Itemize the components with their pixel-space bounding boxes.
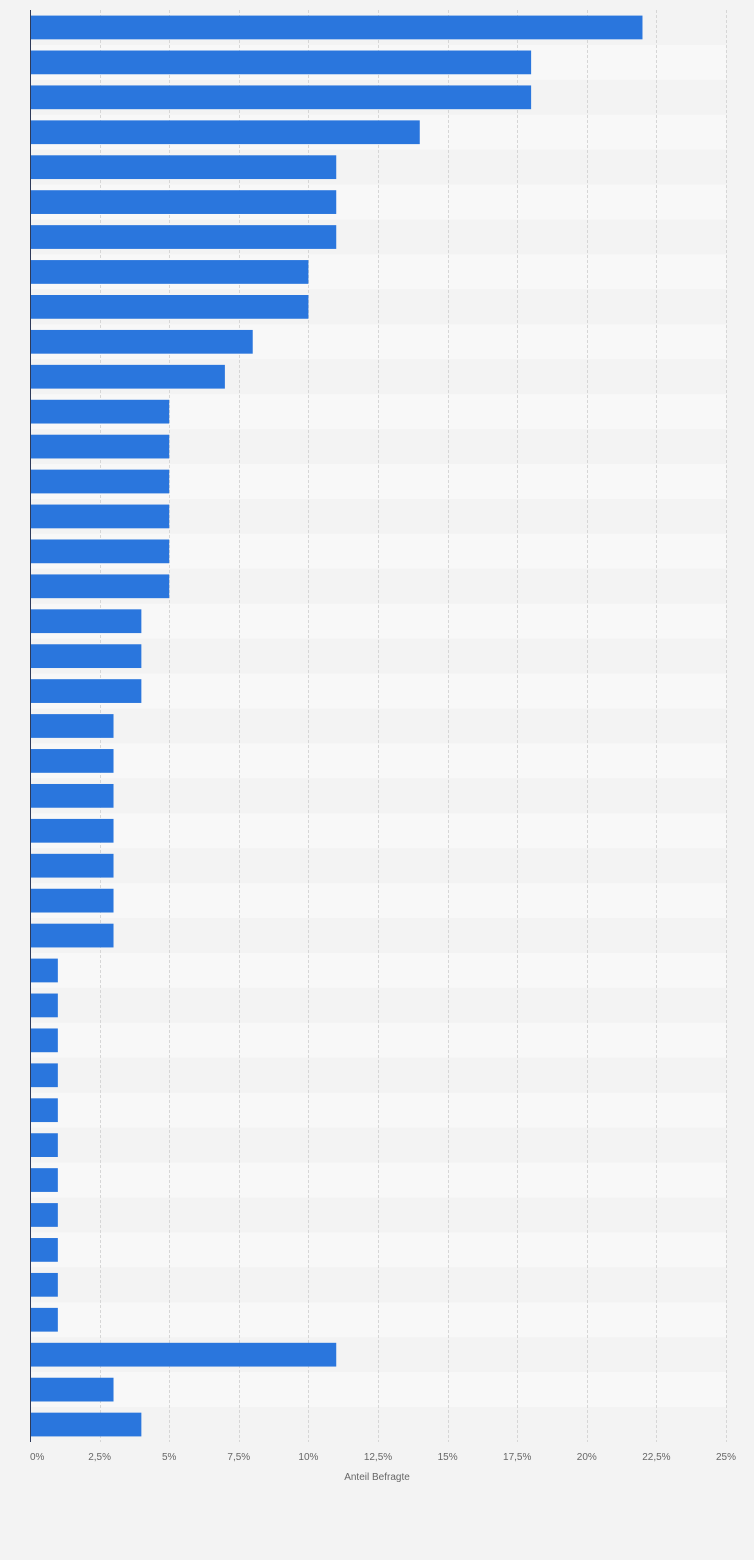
bar (30, 434, 170, 459)
x-tick-label: 25% (716, 1452, 736, 1463)
bar (30, 329, 253, 354)
x-tick-label: 0% (30, 1452, 45, 1463)
bar (30, 50, 532, 75)
bar (30, 853, 114, 878)
x-tick-label: 2,5% (88, 1452, 111, 1463)
bar (30, 225, 337, 249)
bar (30, 818, 114, 843)
bar (30, 958, 58, 983)
bar (30, 1203, 58, 1227)
bar (30, 504, 170, 529)
bar (30, 1272, 58, 1297)
bar (30, 609, 142, 634)
bar (30, 399, 170, 424)
bar (30, 364, 225, 389)
bar (30, 993, 58, 1018)
x-tick-label: 12,5% (364, 1452, 392, 1463)
x-axis-title: Anteil Befragte (344, 1472, 410, 1483)
bar (30, 1307, 58, 1332)
bar (30, 120, 420, 145)
bar (30, 714, 114, 738)
x-tick-label: 10% (298, 1452, 318, 1463)
bar (30, 679, 142, 703)
bar (30, 1238, 58, 1262)
bar (30, 1028, 58, 1053)
bar (30, 1063, 58, 1088)
bar (30, 260, 309, 284)
x-tick-label: 5% (162, 1452, 177, 1463)
x-tick-labels: 0% 2,5% 5% 7,5% 10% 12,5% 15% 17,5% 20% 22,5% 25% (30, 1452, 736, 1463)
bar (30, 15, 643, 40)
x-tick-label: 22,5% (642, 1452, 670, 1463)
bar (30, 190, 337, 214)
bar (30, 85, 532, 110)
bars (30, 15, 643, 1437)
bar (30, 888, 114, 913)
bar (30, 1168, 58, 1192)
bar (30, 295, 309, 319)
bar (30, 574, 170, 599)
x-tick-label: 15% (438, 1452, 458, 1463)
bar (30, 1133, 58, 1157)
bar (30, 1377, 114, 1402)
bar (30, 783, 114, 808)
bar (30, 644, 142, 669)
bar (30, 749, 114, 773)
x-tick-label: 7,5% (227, 1452, 250, 1463)
bar (30, 923, 114, 948)
bar (30, 469, 170, 494)
bar (30, 539, 170, 564)
x-tick-label: 17,5% (503, 1452, 531, 1463)
x-tick-label: 20% (577, 1452, 597, 1463)
bar (30, 1342, 337, 1367)
bar (30, 155, 337, 180)
bar (30, 1412, 142, 1437)
bar (30, 1098, 58, 1123)
